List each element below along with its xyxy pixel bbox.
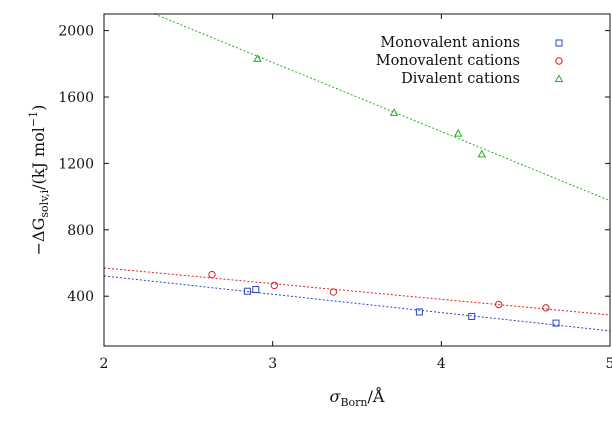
data-point (415, 308, 423, 316)
svg-text:σBorn/Å: σBorn/Å (330, 386, 385, 409)
legend: Monovalent anions Monovalent cations Dival… (376, 35, 564, 87)
y-tick-label: 1200 (58, 156, 94, 172)
x-axis-title: σBorn/Å (330, 386, 385, 409)
data-point (552, 319, 560, 327)
y-axis-title: −ΔGsolv,i/(kJ mol−1) (27, 105, 51, 256)
data-point (253, 54, 262, 62)
x-tick-label: 5 (606, 356, 612, 372)
x-axis-subscript: Born (340, 396, 367, 409)
x-axis-symbol: σ (330, 387, 342, 406)
legend-label: Monovalent anions (380, 35, 520, 51)
legend-label: Monovalent cations (376, 53, 520, 69)
data-point (252, 286, 260, 294)
data-point (243, 287, 251, 295)
data-point (329, 288, 338, 296)
series-2 (208, 270, 550, 312)
y-tick-label: 800 (67, 223, 94, 239)
legend-marker (555, 57, 563, 65)
x-axis-unit: Å (372, 386, 385, 406)
y-axis-subscript: solv,i (38, 189, 51, 217)
data-point (468, 312, 476, 320)
data-point (453, 128, 463, 137)
y-axis: 400 800 1200 1600 2000 (58, 24, 610, 305)
svg-text:−ΔGsolv,i/(kJ mol−1): −ΔGsolv,i/(kJ mol−1) (27, 105, 51, 256)
data-points (208, 54, 560, 327)
y-tick-label: 2000 (58, 24, 94, 40)
x-tick-label: 4 (437, 356, 446, 372)
series-3 (253, 54, 487, 158)
data-point (208, 270, 216, 279)
y-axis-exponent: −1 (27, 111, 40, 127)
fit-lines (104, 14, 610, 332)
data-point (477, 149, 487, 158)
fit-line-2 (104, 267, 610, 316)
y-tick-label: 400 (67, 289, 94, 305)
x-axis: 2 3 4 5 (100, 14, 612, 372)
legend-label: Divalent cations (401, 71, 520, 87)
y-tick-label: 1600 (58, 90, 94, 106)
y-axis-symbol: −ΔG (29, 218, 48, 256)
legend-marker (554, 74, 564, 83)
legend-marker (555, 39, 563, 47)
y-axis-unit: (kJ mol (29, 127, 48, 184)
data-point (270, 281, 279, 290)
x-tick-label: 3 (268, 356, 277, 372)
data-point (494, 300, 503, 309)
plot-frame (103, 13, 611, 347)
x-tick-label: 2 (100, 356, 109, 372)
data-point (389, 108, 399, 116)
fit-line-1 (104, 275, 610, 332)
data-point (542, 304, 550, 312)
series-1 (243, 286, 560, 327)
